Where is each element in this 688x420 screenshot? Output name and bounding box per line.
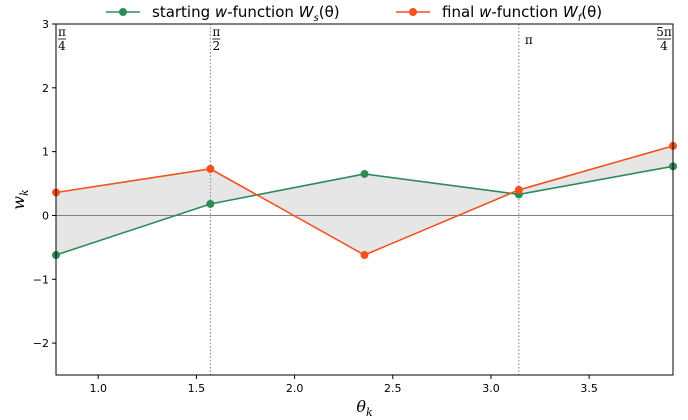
- angle-label: π: [525, 33, 533, 47]
- y-tick-label: −2: [33, 337, 49, 350]
- series-point-1: [206, 164, 215, 173]
- angle-numerator: π: [212, 25, 220, 39]
- x-tick-label: 3.5: [580, 382, 598, 395]
- series-point-1: [360, 251, 369, 260]
- legend-entry-1: final w-function Wf(θ): [442, 3, 602, 24]
- angle-denominator: 2: [213, 39, 221, 53]
- legend-marker-0: [119, 8, 127, 16]
- y-tick-label: 1: [42, 146, 49, 159]
- angle-denominator: 4: [660, 39, 668, 53]
- y-tick-label: −1: [33, 273, 49, 286]
- angle-denominator: 4: [58, 39, 66, 53]
- legend-entry-0: starting w-function Ws(θ): [152, 3, 340, 24]
- plot-frame: [55, 23, 674, 376]
- angle-annotation: 5π4: [656, 25, 672, 53]
- angle-annotation: π: [525, 33, 533, 47]
- x-tick-label: 2.0: [286, 382, 304, 395]
- angle-annotation: π4: [58, 25, 66, 53]
- series-point-0: [360, 169, 369, 178]
- angle-annotation: π2: [212, 25, 220, 53]
- x-tick-label: 1.5: [188, 382, 206, 395]
- y-axis-label: wk: [9, 189, 31, 210]
- series-point-1: [514, 185, 523, 194]
- angle-numerator: 5π: [656, 25, 672, 39]
- x-tick-label: 3.0: [482, 382, 500, 395]
- y-tick-label: 0: [42, 209, 49, 222]
- y-tick-label: 2: [42, 82, 49, 95]
- fill-between-area: [56, 145, 673, 256]
- x-axis-label: θk: [356, 397, 373, 419]
- legend-marker-1: [409, 8, 417, 16]
- angle-numerator: π: [58, 25, 66, 39]
- x-tick-label: 1.0: [89, 382, 107, 395]
- series-point-0: [206, 199, 215, 208]
- x-tick-label: 2.5: [384, 382, 402, 395]
- y-tick-label: 3: [42, 18, 49, 31]
